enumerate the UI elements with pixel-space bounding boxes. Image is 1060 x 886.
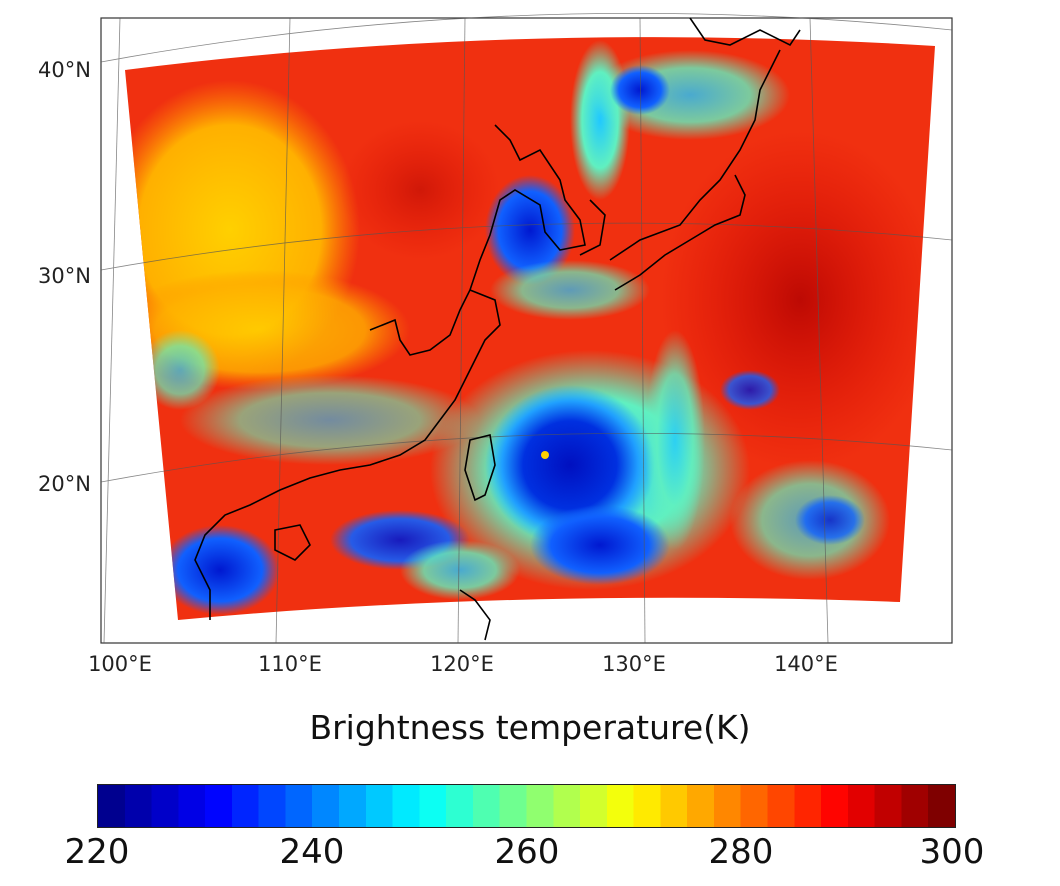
lat-label-20n: 20°N (38, 472, 91, 496)
lon-label-100e: 100°E (88, 652, 152, 676)
colorbar-tick-260: 260 (494, 832, 560, 872)
colorbar (97, 784, 956, 828)
lat-label-40n: 40°N (38, 58, 91, 82)
colorbar-title: Brightness temperature(K) (309, 708, 751, 747)
lon-label-110e: 110°E (258, 652, 322, 676)
colorbar-tick-280: 280 (708, 832, 774, 872)
lat-label-30n: 30°N (38, 264, 91, 288)
map-figure (100, 13, 953, 644)
graticule (100, 13, 953, 644)
lon-label-120e: 120°E (430, 652, 494, 676)
colorbar-tick-300: 300 (919, 832, 985, 872)
colorbar-tick-240: 240 (279, 832, 345, 872)
lon-label-140e: 140°E (774, 652, 838, 676)
lon-label-130e: 130°E (602, 652, 666, 676)
typhoon-eye (541, 451, 549, 459)
coastlines (194, 17, 801, 641)
colorbar-tick-220: 220 (64, 832, 130, 872)
brightness-temperature-field (125, 37, 935, 620)
